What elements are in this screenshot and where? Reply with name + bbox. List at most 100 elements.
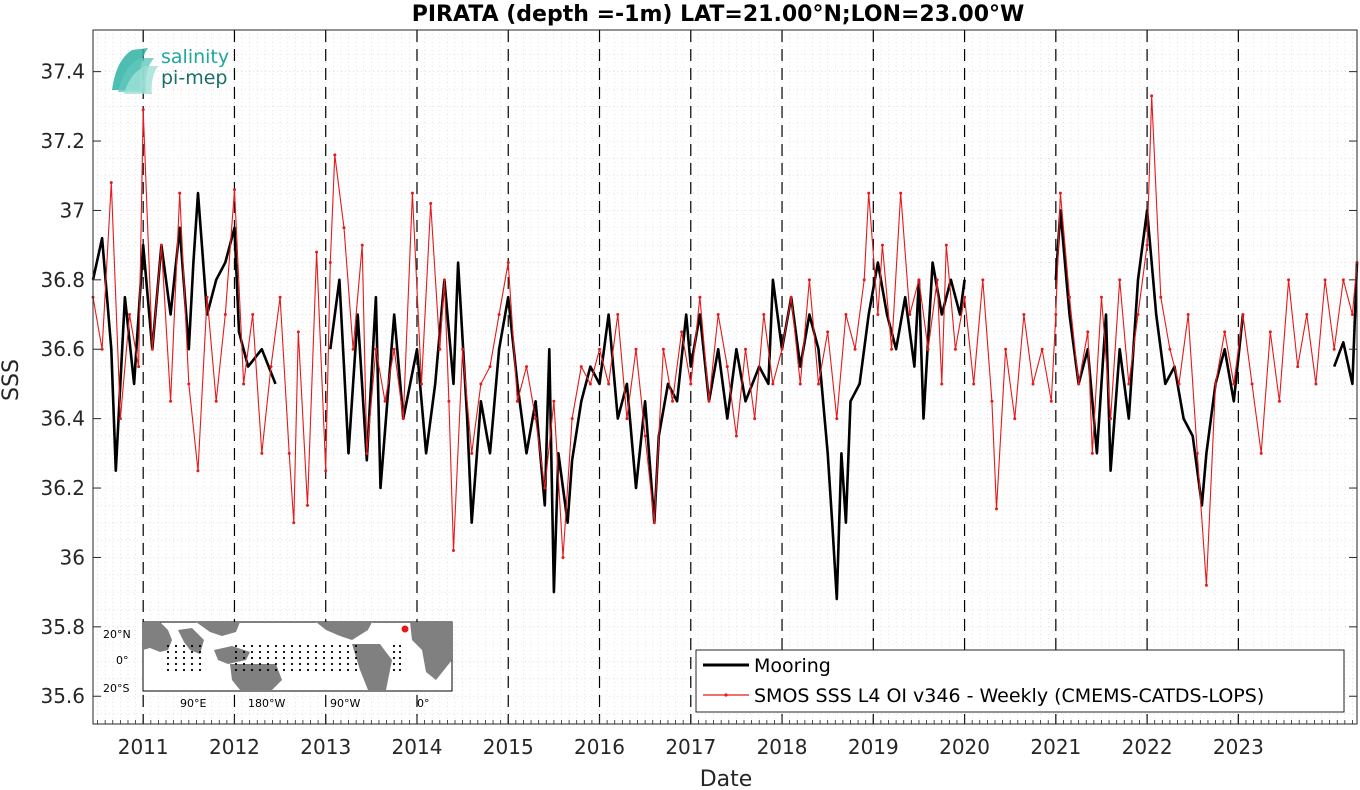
inset-dot [322, 650, 326, 654]
series-layer [91, 94, 1359, 601]
smos-point [935, 278, 939, 282]
inset-dot [266, 644, 270, 648]
inset-dot [330, 668, 334, 672]
smos-point [242, 382, 246, 386]
inset-dot [274, 668, 278, 672]
smos-point [429, 202, 433, 205]
axes-frame [92, 29, 1358, 725]
smos-point [1109, 417, 1113, 421]
inset-dot [314, 650, 318, 654]
smos-point [497, 313, 501, 317]
smos-point [661, 347, 665, 351]
smos-point [1323, 278, 1327, 282]
inset-map-land [143, 622, 452, 690]
inset-dot [190, 668, 194, 672]
smos-point [333, 153, 337, 157]
smos-point [1054, 313, 1058, 317]
inset-dot [166, 656, 170, 660]
inset-dot [322, 662, 326, 666]
smos-point [109, 181, 113, 185]
smos-point [1049, 399, 1053, 403]
smos-point [205, 295, 209, 299]
inset-dot [346, 644, 350, 648]
inset-dot [330, 656, 334, 660]
inset-dot [258, 656, 262, 660]
smos-point [1168, 347, 1172, 351]
inset-location-marker [401, 625, 409, 633]
logo-waves-icon [112, 48, 158, 94]
smos-point [598, 347, 602, 351]
smos-point [698, 295, 702, 299]
smos-point [944, 243, 948, 247]
inset-lat-0: 0° [116, 654, 129, 667]
inset-dot [198, 656, 202, 660]
x-tick-label: 2014 [392, 735, 443, 759]
inset-dot [338, 650, 342, 654]
inset-dot [242, 662, 246, 666]
smos-point [461, 347, 465, 351]
smos-point [561, 555, 565, 559]
inset-dot [274, 656, 278, 660]
smos-point [1204, 583, 1208, 587]
smos-point [1040, 347, 1044, 351]
inset-dot [398, 662, 402, 666]
series-smos [91, 94, 1359, 587]
inset-lon-90e: 90°E [180, 697, 206, 710]
smos-point [1118, 278, 1122, 282]
smos-point [169, 399, 173, 403]
smos-point [342, 226, 346, 230]
inset-dot [250, 644, 254, 648]
smos-point [150, 347, 154, 351]
inset-dot [338, 662, 342, 666]
smos-point [100, 347, 104, 351]
legend: Mooring SMOS SSS L4 OI v346 - Weekly (CM… [695, 649, 1345, 713]
smos-point [365, 451, 369, 455]
inset-dot [392, 656, 396, 660]
smos-point [835, 417, 839, 421]
smos-point [278, 295, 282, 299]
inset-dot [282, 656, 286, 660]
inset-dot [282, 644, 286, 648]
y-tick-label: 37 [60, 198, 85, 222]
smos-point [287, 451, 291, 455]
smos-point [826, 330, 830, 334]
smos-point [420, 382, 424, 386]
inset-dot [266, 656, 270, 660]
inset-dot [392, 668, 396, 672]
smos-point [1195, 451, 1199, 455]
x-tick-label: 2022 [1122, 735, 1173, 759]
inset-dot [298, 656, 302, 660]
y-tick-label: 36.4 [40, 407, 85, 431]
year-lines [142, 30, 1239, 724]
inset-dot [346, 650, 350, 654]
smos-point [908, 313, 912, 317]
smos-point [543, 486, 547, 490]
inset-dot [258, 668, 262, 672]
smos-point [1223, 330, 1227, 334]
smos-point [269, 365, 273, 369]
inset-dot [274, 662, 278, 666]
inset-dot [266, 650, 270, 654]
smos-point [137, 365, 141, 369]
inset-dot [182, 644, 186, 648]
inset-dot [298, 644, 302, 648]
x-tick-label: 2013 [300, 735, 351, 759]
smos-point [771, 382, 775, 386]
inset-dot [234, 650, 238, 654]
inset-dot [242, 668, 246, 672]
smos-point [707, 399, 711, 403]
smos-point [410, 191, 414, 195]
x-tick-label: 2023 [1213, 735, 1264, 759]
smos-point [128, 313, 132, 317]
inset-dot [290, 662, 294, 666]
inset-dot [322, 668, 326, 672]
smos-point [844, 313, 848, 317]
grid [93, 30, 1357, 724]
inset-lon-90w: 90°W [330, 697, 360, 710]
smos-point [515, 399, 519, 403]
smos-point [1287, 278, 1291, 282]
inset-dot [258, 662, 262, 666]
smos-point [159, 243, 163, 247]
inset-dot [398, 650, 402, 654]
smos-point [1350, 313, 1354, 317]
